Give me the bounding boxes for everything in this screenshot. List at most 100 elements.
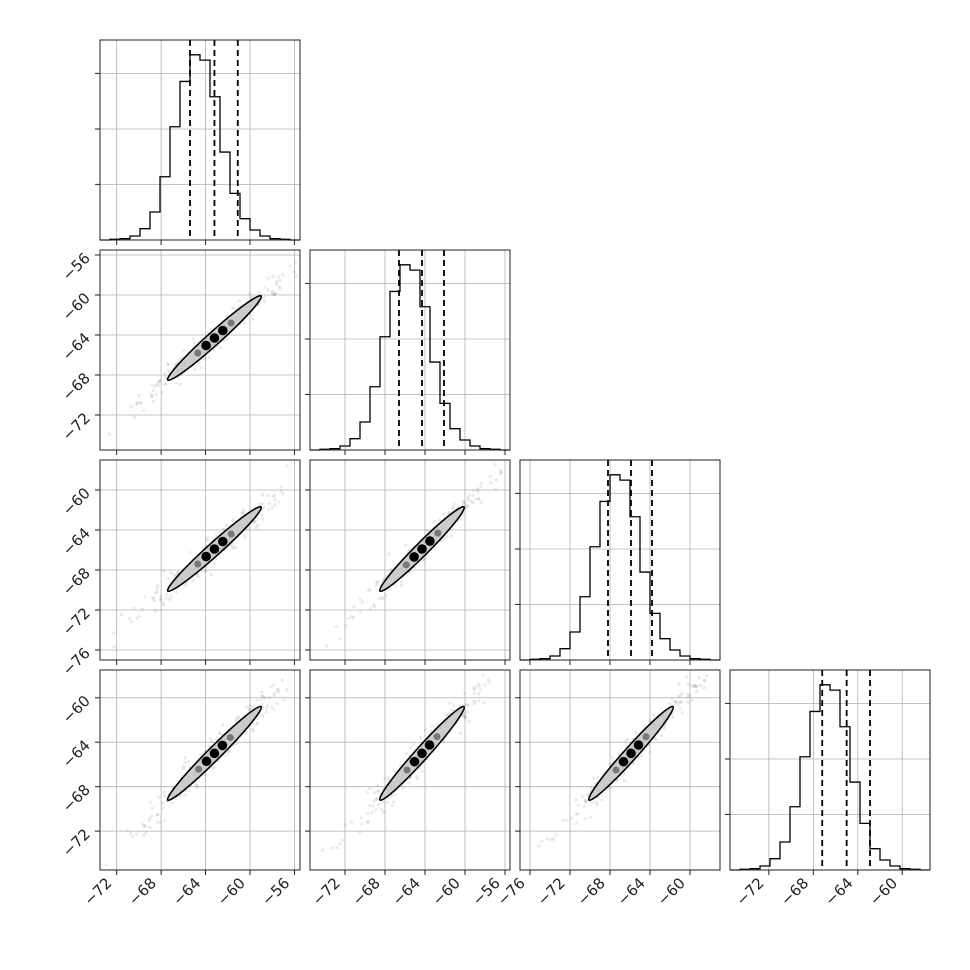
scatter-point xyxy=(245,705,249,709)
histogram-bars-param-3 xyxy=(730,684,930,871)
scatter-point xyxy=(270,705,274,709)
density-core-dot xyxy=(201,340,211,351)
scatter-point xyxy=(382,800,386,804)
scatter-point xyxy=(187,789,191,793)
scatter-point xyxy=(416,777,420,781)
scatter-point xyxy=(404,543,408,547)
scatter-point xyxy=(271,274,275,279)
scatter-point xyxy=(252,520,257,524)
scatter-point xyxy=(358,609,362,614)
scatter-point xyxy=(281,273,285,277)
scatter-point xyxy=(165,362,170,366)
scatter-point xyxy=(419,735,423,740)
scatter-point xyxy=(272,293,276,297)
scatter-point xyxy=(267,502,271,506)
scatter-point xyxy=(272,292,276,297)
scatter-point xyxy=(212,766,216,770)
scatter-point xyxy=(344,624,348,628)
scatter-point xyxy=(684,675,689,680)
x-tick-label: −56 xyxy=(258,874,293,909)
scatter-point xyxy=(142,833,146,838)
scatter-point xyxy=(445,534,449,539)
scatter-point xyxy=(374,797,379,801)
scatter-point xyxy=(181,766,185,770)
scatter-point xyxy=(331,846,335,850)
scatter-point xyxy=(154,392,158,397)
panel-2-0: −76 −72 −68 −64 −60 xyxy=(59,459,301,679)
scatter-point xyxy=(150,394,154,399)
scatter-point xyxy=(444,712,448,716)
scatter-point xyxy=(221,527,225,531)
scatter-point xyxy=(163,382,167,387)
scatter-point xyxy=(673,700,677,704)
scatter-point xyxy=(690,697,694,702)
scatter-point xyxy=(688,693,692,698)
scatter-point xyxy=(258,502,262,506)
scatter-point xyxy=(477,684,481,688)
scatter-point xyxy=(212,562,216,566)
scatter-point xyxy=(185,581,189,586)
scatter-point xyxy=(156,584,160,588)
scatter-point xyxy=(625,737,629,742)
scatter-point xyxy=(243,533,247,537)
scatter-point xyxy=(262,506,266,510)
scatter-point xyxy=(371,804,375,808)
scatter-point xyxy=(166,368,171,372)
scatter-point xyxy=(421,558,425,562)
scatter-point xyxy=(137,393,141,398)
scatter-point xyxy=(216,344,220,348)
scatter-point xyxy=(476,692,481,696)
scatter-point xyxy=(227,749,231,753)
density-core-dot xyxy=(433,733,441,741)
scatter-point xyxy=(478,687,483,692)
scatter-point xyxy=(651,713,656,717)
scatter-point xyxy=(334,625,338,629)
scatter-point xyxy=(694,684,698,688)
scatter-point xyxy=(421,769,425,773)
scatter-point xyxy=(248,292,252,296)
density-core-dot xyxy=(417,748,427,759)
y-tick-label: −76 xyxy=(59,644,94,679)
scatter-point xyxy=(340,838,344,842)
scatter-point xyxy=(574,812,578,817)
scatter-point xyxy=(441,740,446,744)
scatter-point xyxy=(260,702,264,706)
scatter-point xyxy=(483,683,487,687)
scatter-point xyxy=(272,708,276,712)
scatter-point xyxy=(494,478,499,482)
scatter-point xyxy=(280,678,285,682)
scatter-point xyxy=(277,284,282,289)
scatter-point xyxy=(161,801,165,806)
scatter-point xyxy=(183,793,188,797)
scatter-point xyxy=(178,382,182,387)
scatter-point xyxy=(679,694,683,698)
scatter-point xyxy=(693,683,697,688)
y-tick-label: −64 xyxy=(59,736,94,771)
scatter-point xyxy=(677,694,681,699)
density-core-dot xyxy=(434,529,442,537)
scatter-point xyxy=(565,818,569,822)
scatter-point xyxy=(255,698,259,702)
y-tick-label: −68 xyxy=(59,564,94,599)
scatter-point xyxy=(705,674,709,678)
scatter-point xyxy=(320,848,325,852)
scatter-point xyxy=(276,688,280,692)
scatter-point xyxy=(595,775,600,779)
scatter-point xyxy=(278,279,283,283)
density-core-dot xyxy=(227,530,235,538)
scatter-point xyxy=(188,550,192,555)
scatter-point xyxy=(154,383,158,387)
scatter-point xyxy=(104,863,108,867)
scatter-point xyxy=(545,837,550,841)
scatter-point xyxy=(152,597,156,601)
scatter-point xyxy=(622,779,627,783)
scatter-point xyxy=(407,548,411,552)
scatter-point xyxy=(474,685,478,690)
scatter-point xyxy=(471,501,476,505)
scatter-point xyxy=(368,607,372,611)
scatter-point xyxy=(261,517,265,521)
density-core-dot xyxy=(409,552,419,562)
y-tick-label: −72 xyxy=(59,825,94,860)
scatter-point xyxy=(150,806,155,810)
